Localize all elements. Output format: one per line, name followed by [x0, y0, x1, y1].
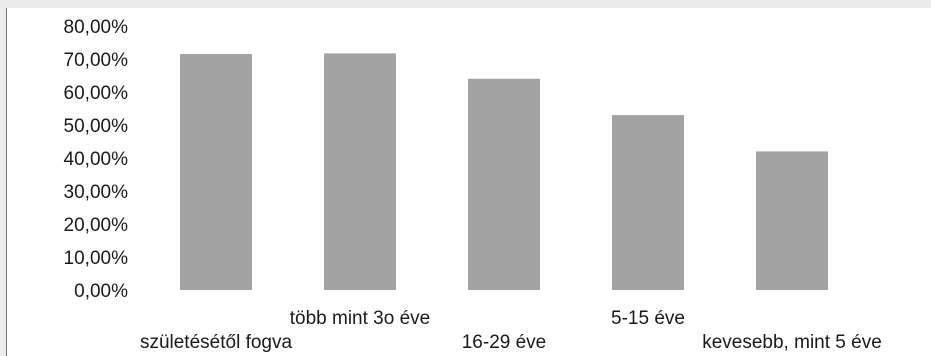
x-category-label: születésétől fogva: [140, 332, 293, 353]
y-tick-label: 30,00%: [64, 182, 129, 203]
y-tick-label: 0,00%: [74, 281, 128, 302]
bar: [468, 78, 540, 290]
x-axis-labels: születésétől fogva több mint 3o éve 16-29 …: [140, 308, 882, 353]
x-category-label: 16-29 éve: [462, 332, 547, 353]
y-axis-ticks: 0,00% 10,00% 20,00% 30,00% 40,00% 50,00% 60,00…: [64, 17, 129, 302]
x-category-label: kevesebb, mint 5 éve: [702, 332, 882, 353]
bars: [180, 53, 828, 290]
y-tick-label: 60,00%: [64, 83, 129, 104]
bar: [756, 151, 828, 290]
bar: [324, 53, 396, 290]
x-category-label: több mint 3o éve: [290, 308, 430, 329]
y-tick-label: 40,00%: [64, 149, 129, 170]
y-tick-label: 20,00%: [64, 215, 129, 236]
y-tick-label: 80,00%: [64, 17, 129, 38]
y-tick-label: 70,00%: [64, 50, 129, 71]
x-category-label: 5-15 éve: [611, 308, 685, 329]
bar: [180, 54, 252, 290]
bar: [612, 115, 684, 290]
y-tick-label: 50,00%: [64, 116, 129, 137]
y-tick-label: 10,00%: [64, 248, 129, 269]
